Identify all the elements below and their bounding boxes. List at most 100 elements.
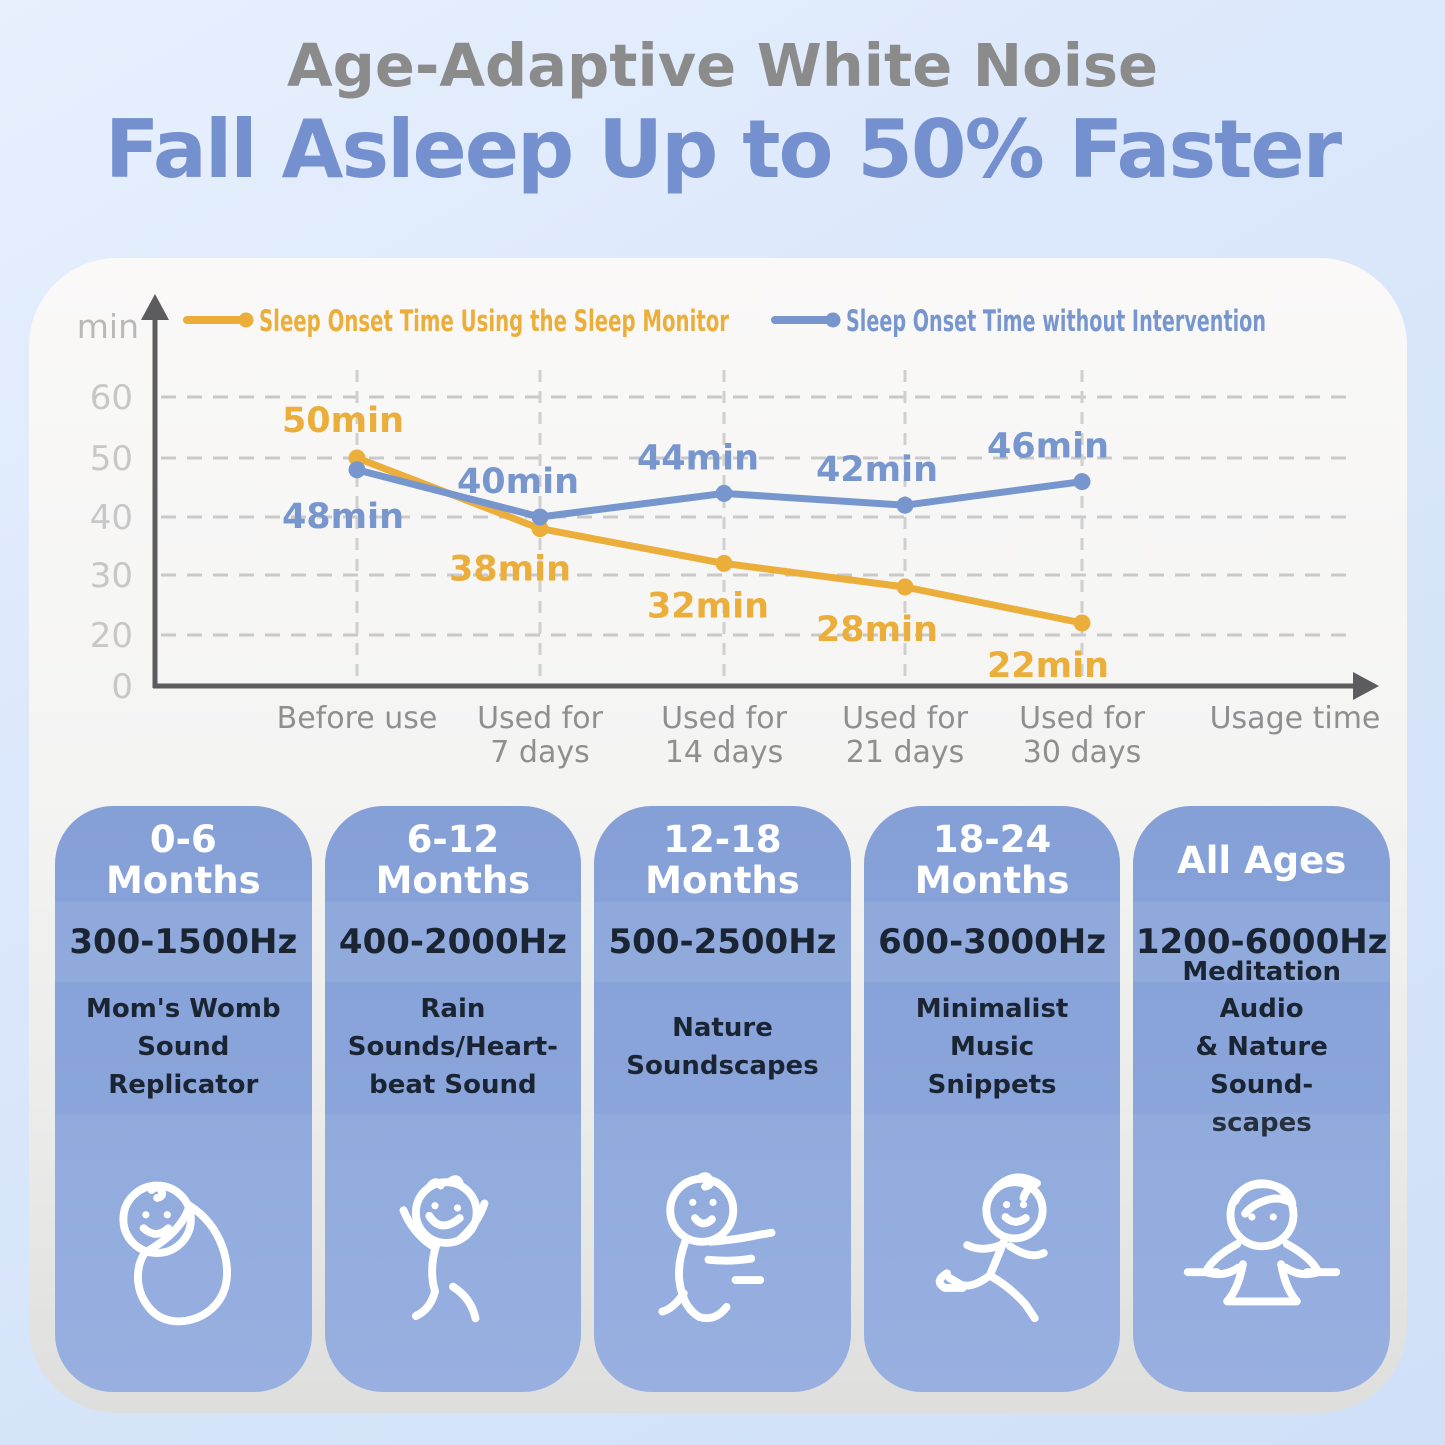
circle-shape	[453, 1204, 461, 1212]
running-child-icon	[935, 1173, 1048, 1323]
circle-shape	[1247, 1213, 1256, 1221]
path-shape	[992, 1173, 1042, 1202]
value-label-0-0: 50min	[282, 401, 404, 441]
value-label-0-1: 38min	[449, 550, 571, 590]
x-tick-1-line-0: Used for	[477, 701, 604, 736]
happy-baby-icon	[399, 1175, 489, 1323]
path-shape	[1006, 1242, 1048, 1260]
card-18-24-months: 18-24 Months 600-3000Hz Minimalist Music…	[863, 806, 1121, 1392]
data-point-0-0	[348, 449, 366, 467]
data-point-0-4	[1073, 614, 1091, 632]
x-axis-arrow-icon	[1353, 672, 1379, 700]
value-label-1-1: 40min	[457, 462, 579, 502]
age-cards-row: 0-6 Months 300-1500Hz Mom's Womb Sound R…	[55, 806, 1390, 1392]
x-axis-label: Usage time	[1210, 701, 1381, 736]
path-shape	[399, 1206, 437, 1251]
y-tick-50: 50	[90, 439, 133, 479]
value-label-0-2: 32min	[647, 586, 769, 626]
y-axis-unit-label: min	[77, 307, 139, 346]
circle-shape	[431, 1202, 439, 1210]
path-shape	[696, 1172, 715, 1191]
page-title: Fall Asleep Up to 50% Faster	[104, 102, 1342, 196]
path-shape	[1222, 1260, 1301, 1306]
card-age-range: All Ages	[1177, 838, 1347, 882]
path-shape	[691, 1214, 717, 1228]
data-point-1-1	[531, 508, 549, 526]
data-point-1-0	[348, 461, 366, 479]
path-shape	[707, 1228, 776, 1246]
sleep-onset-line-chart: 20 30 40 50 60 0 min 50min 38min 32min 28min 22min S…	[77, 294, 1381, 770]
data-point-1-4	[1073, 473, 1091, 491]
card-0-6-months: 0-6 Months 300-1500Hz Mom's Womb Sound R…	[55, 806, 312, 1392]
path-shape	[448, 1282, 480, 1323]
card-12-18-months: 12-18 Months 500-2500Hz Nature Soundscap…	[594, 806, 851, 1392]
legend-dot-0	[238, 312, 254, 328]
card-frequency: 500-2500Hz	[594, 902, 851, 982]
path-shape	[675, 1235, 704, 1322]
card-frequency: 1200-6000Hz	[1133, 902, 1390, 982]
circle-shape	[142, 1211, 150, 1219]
y-tick-20: 20	[90, 616, 133, 656]
y-tick-30: 30	[90, 556, 133, 596]
circle-shape	[709, 1198, 718, 1206]
x-tick-2-line-1: 14 days	[665, 735, 784, 770]
path-shape	[705, 1254, 756, 1265]
path-shape	[1001, 1213, 1030, 1226]
data-point-0-2	[715, 554, 733, 572]
value-label-1-4: 46min	[987, 427, 1109, 467]
x-tick-1-line-1: 7 days	[490, 735, 589, 770]
x-tick-4-line-0: Used for	[1019, 701, 1146, 736]
circle-shape	[163, 1211, 172, 1219]
card-icon-area	[55, 1114, 312, 1392]
card-description: Meditation Audio & Nature Sound- scapes	[1182, 956, 1342, 1138]
card-icon-area	[324, 1114, 582, 1392]
data-point-0-3	[896, 578, 914, 596]
y-axis-arrow-icon	[141, 294, 169, 320]
card-frequency: 300-1500Hz	[55, 902, 312, 982]
card-icon-area	[863, 1114, 1121, 1392]
value-label-0-4: 22min	[987, 646, 1109, 686]
value-label-1-3: 42min	[816, 450, 938, 490]
data-point-1-2	[715, 484, 733, 502]
path-shape	[411, 1287, 439, 1320]
path-shape	[455, 1199, 489, 1244]
legend-label-0: Sleep Onset Time Using the Sleep Monitor	[259, 304, 729, 338]
x-tick-4-line-1: 30 days	[1023, 735, 1142, 770]
page-subtitle: Age-Adaptive White Noise	[286, 31, 1159, 100]
card-icon-area	[1133, 1114, 1390, 1392]
circle-shape	[1269, 1213, 1277, 1221]
path-shape	[147, 1183, 167, 1202]
card-frequency: 400-2000Hz	[324, 902, 582, 982]
path-shape	[963, 1240, 1008, 1253]
x-tick-0-line-0: Before use	[277, 701, 438, 736]
x-tick-3-line-0: Used for	[842, 701, 969, 736]
card-description: Rain Sounds/Heart- beat Sound	[347, 994, 558, 1100]
card-icon-area	[594, 1114, 851, 1392]
content-panel: 20 30 40 50 60 0 min 50min 38min 32min 28min 22min S…	[29, 258, 1407, 1413]
y-tick-0: 0	[111, 667, 133, 707]
value-label-1-0: 48min	[282, 497, 404, 537]
x-tick-3-line-1: 21 days	[846, 735, 965, 770]
value-label-0-3: 28min	[816, 610, 938, 650]
path-shape	[1230, 1180, 1296, 1218]
legend-dot-1	[825, 312, 841, 328]
legend-label-1: Sleep Onset Time without Intervention	[846, 304, 1266, 338]
path-shape	[985, 1271, 1039, 1323]
circle-shape	[689, 1198, 697, 1206]
y-tick-60: 60	[90, 378, 133, 418]
circle-shape	[1003, 1201, 1011, 1209]
card-age-range: 12-18 Months	[645, 818, 800, 902]
card-description: Mom's Womb Sound Replicator	[85, 994, 281, 1100]
pointing-baby-icon	[658, 1172, 776, 1323]
card-age-range: 0-6 Months	[105, 818, 261, 902]
swaddled-baby-icon	[119, 1181, 232, 1326]
path-shape	[658, 1289, 689, 1316]
card-age-range: 6-12 Months	[375, 818, 531, 902]
card-frequency: 600-3000Hz	[863, 902, 1121, 982]
circle-shape	[1019, 1201, 1028, 1209]
card-description: Minimalist Music Snippets	[915, 994, 1069, 1100]
card-description: Nature Soundscapes	[626, 1013, 819, 1081]
path-shape	[935, 1269, 967, 1292]
path-shape	[446, 1175, 464, 1188]
circle-shape	[982, 1178, 1047, 1243]
